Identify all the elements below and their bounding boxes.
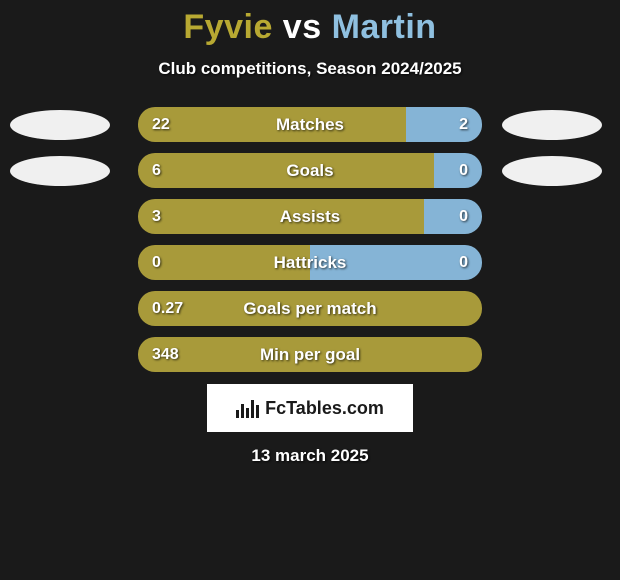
player-a-name: Fyvie xyxy=(183,8,272,46)
vs-separator: vs xyxy=(273,8,332,46)
stat-value-a: 3 xyxy=(138,208,161,226)
stat-label: Matches xyxy=(276,115,344,135)
stats-area: 222Matches60Goals30Assists00Hattricks0.2… xyxy=(0,107,620,372)
stat-value-a: 348 xyxy=(138,346,179,364)
stat-label: Min per goal xyxy=(260,345,360,365)
comparison-title: Fyvie vs Martin xyxy=(0,8,620,47)
stat-value-b: 0 xyxy=(459,254,482,272)
stat-bar: 0.27 Goals per match xyxy=(138,291,482,326)
stat-label: Hattricks xyxy=(274,253,347,273)
bar-chart-icon xyxy=(236,398,259,418)
player-b-name: Martin xyxy=(332,8,437,46)
avatar-player-b xyxy=(502,156,602,186)
stat-row: 6 0 Goals xyxy=(0,153,620,188)
stat-row: 0 0 Hattricks xyxy=(0,245,620,280)
stat-label: Goals per match xyxy=(243,299,376,319)
stat-bar: 6 0 Goals xyxy=(138,153,482,188)
avatar-player-a xyxy=(10,156,110,186)
stat-label: Assists xyxy=(280,207,340,227)
avatar-player-a xyxy=(10,110,110,140)
stat-bar-right: 0 xyxy=(434,153,482,188)
stat-value-a: 6 xyxy=(138,162,161,180)
subtitle: Club competitions, Season 2024/2025 xyxy=(0,59,620,79)
stat-bar: 222Matches xyxy=(138,107,482,142)
stat-value-a: 0.27 xyxy=(138,300,183,318)
stat-row: 222Matches xyxy=(0,107,620,142)
stat-bar-right: 2 xyxy=(406,107,482,142)
stat-row: 3 0 Assists xyxy=(0,199,620,234)
stat-label: Goals xyxy=(286,161,333,181)
stat-bar: 0 0 Hattricks xyxy=(138,245,482,280)
brand-text: FcTables.com xyxy=(265,398,384,419)
stat-row: 0.27 Goals per match xyxy=(0,291,620,326)
stat-bar: 348 Min per goal xyxy=(138,337,482,372)
stat-bar: 3 0 Assists xyxy=(138,199,482,234)
avatar-player-b xyxy=(502,110,602,140)
stat-bar-right: 0 xyxy=(424,199,482,234)
stat-value-b: 0 xyxy=(459,208,482,226)
stat-value-b: 2 xyxy=(459,116,482,134)
date-text: 13 march 2025 xyxy=(0,446,620,466)
brand-logo: FcTables.com xyxy=(207,384,413,432)
stat-value-a: 0 xyxy=(138,254,161,272)
stat-row: 348 Min per goal xyxy=(0,337,620,372)
stat-bar-left: 22 xyxy=(138,107,406,142)
stat-value-a: 22 xyxy=(138,116,170,134)
stat-value-b: 0 xyxy=(459,162,482,180)
